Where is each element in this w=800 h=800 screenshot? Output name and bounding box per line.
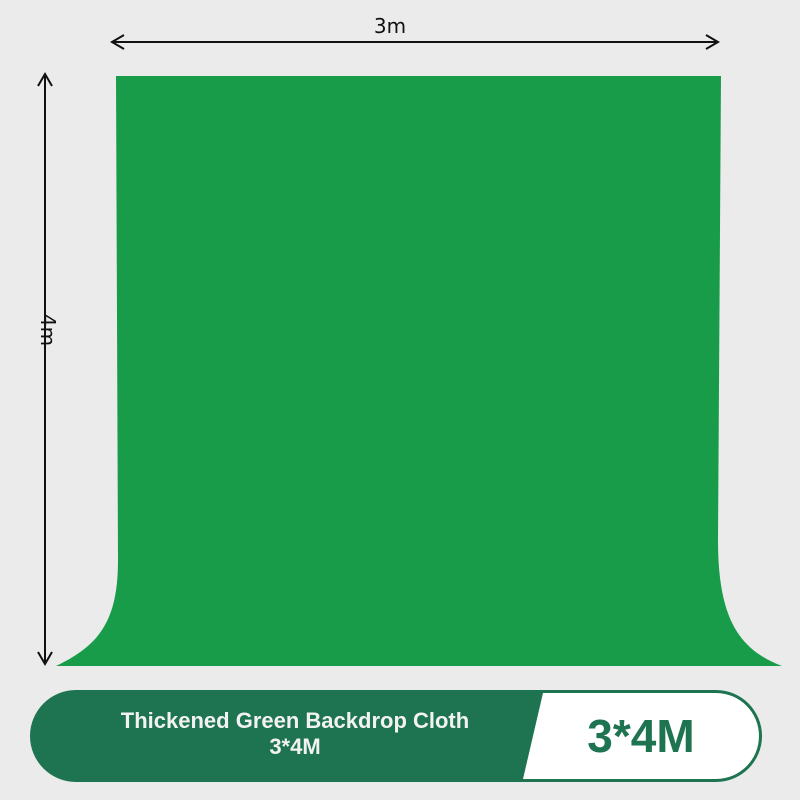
backdrop-illustration bbox=[37, 34, 782, 666]
height-arrow bbox=[37, 72, 53, 666]
product-title: Thickened Green Backdrop Cloth 3*4M bbox=[70, 708, 520, 760]
width-label: 3m bbox=[373, 14, 407, 38]
green-backdrop-cloth bbox=[56, 76, 782, 666]
height-label: 4m bbox=[36, 313, 60, 347]
size-badge-text: 3*4M bbox=[587, 710, 695, 762]
width-arrow bbox=[110, 34, 720, 50]
product-title-line2: 3*4M bbox=[269, 734, 321, 759]
product-title-line1: Thickened Green Backdrop Cloth bbox=[120, 708, 470, 733]
product-banner: Thickened Green Backdrop Cloth 3*4M 3*4M bbox=[30, 690, 762, 782]
size-badge: 3*4M bbox=[523, 693, 759, 779]
